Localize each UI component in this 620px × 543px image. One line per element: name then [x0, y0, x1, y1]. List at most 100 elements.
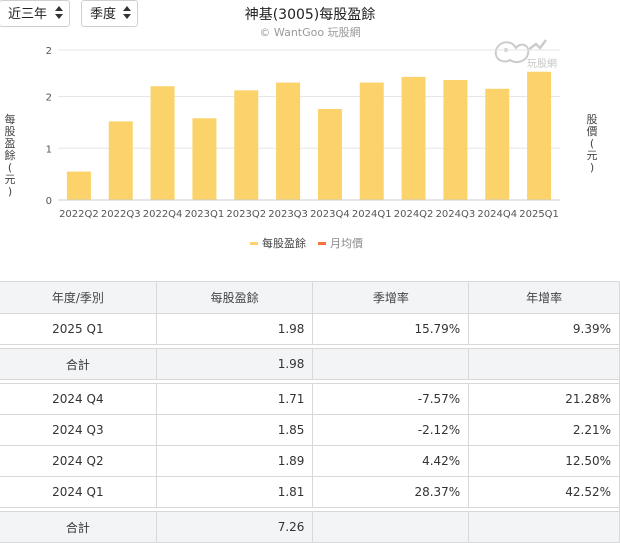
- subtotal-label: 合計: [0, 348, 157, 380]
- eps-cell: 1.85: [155, 414, 314, 446]
- column-header[interactable]: 年度/季別: [0, 281, 157, 314]
- eps-bar: [66, 171, 91, 200]
- empty-cell: [312, 348, 470, 380]
- eps-bar: [276, 82, 301, 200]
- qoq-cell: -7.57%: [312, 383, 470, 415]
- legend-swatch: [250, 241, 258, 245]
- table-row: 2024 Q1 1.81 28.37% 42.52%: [0, 476, 620, 508]
- period-cell: 2024 Q3: [0, 414, 157, 446]
- x-tick-label: 2023Q2: [226, 209, 266, 220]
- x-tick-label: 2023Q3: [268, 209, 308, 220]
- x-tick-label: 2024Q1: [352, 209, 392, 220]
- qoq-cell: -2.12%: [312, 414, 470, 446]
- axis-label-char: 價: [586, 125, 598, 138]
- eps-bar: [234, 90, 259, 200]
- eps-cell: 1.89: [155, 445, 314, 477]
- subtotal-row: 合計 1.98: [0, 348, 620, 380]
- empty-cell: [468, 511, 620, 543]
- sort-caret-icon: [55, 6, 63, 19]
- legend-label: 月均價: [330, 237, 363, 250]
- axis-label-char: (: [589, 137, 595, 150]
- eps-bar: [192, 118, 217, 200]
- eps-bar: [401, 76, 426, 200]
- period-cell: 2024 Q4: [0, 383, 157, 415]
- x-tick-label: 2024Q2: [394, 209, 434, 220]
- frequency-select[interactable]: 季度: [81, 0, 138, 27]
- x-tick-label: 2023Q1: [185, 209, 225, 220]
- chart-subtitle: © WantGoo 玩股網: [259, 26, 361, 39]
- yoy-cell: 9.39%: [468, 313, 620, 345]
- x-tick-label: 2022Q2: [59, 209, 99, 220]
- period-cell: 2025 Q1: [0, 313, 157, 345]
- table-row: 2024 Q4 1.71 -7.57% 21.28%: [0, 383, 620, 415]
- subtotal-eps: 7.26: [155, 511, 314, 543]
- legend-label: 每股盈餘: [262, 237, 306, 250]
- y-tick-label: 1: [46, 144, 52, 155]
- eps-bar: [150, 86, 175, 200]
- subtotal-label: 合計: [0, 511, 157, 543]
- column-header[interactable]: 季增率: [312, 281, 470, 314]
- axis-label-char: ): [7, 185, 13, 198]
- eps-bar: [485, 88, 510, 200]
- chart-legend: 每股盈餘 月均價: [250, 235, 363, 251]
- eps-bar: [527, 71, 552, 200]
- legend-swatch: [318, 241, 326, 245]
- x-tick-label: 2024Q4: [477, 209, 517, 220]
- eps-bar: [317, 108, 342, 200]
- legend-item-eps[interactable]: 每股盈餘: [250, 235, 306, 251]
- qoq-cell: 4.42%: [312, 445, 470, 477]
- x-tick-label: 2023Q4: [310, 209, 350, 220]
- yoy-cell: 12.50%: [468, 445, 620, 477]
- axis-label-char: 股: [586, 113, 598, 126]
- table-row: 2024 Q2 1.89 4.42% 12.50%: [0, 445, 620, 477]
- column-header[interactable]: 每股盈餘: [155, 281, 314, 314]
- subtotal-row: 合計 7.26: [0, 511, 620, 543]
- empty-cell: [468, 348, 620, 380]
- x-tick-label: 2024Q3: [436, 209, 476, 220]
- table-header-row: 年度/季別 每股盈餘 季增率 年增率: [0, 281, 620, 314]
- frequency-select-label: 季度: [90, 7, 117, 22]
- yoy-cell: 42.52%: [468, 476, 620, 508]
- period-select[interactable]: 近三年: [0, 0, 70, 27]
- eps-bar: [108, 121, 133, 200]
- eps-cell: 1.71: [155, 383, 314, 415]
- axis-label-char: 每: [4, 113, 16, 126]
- axis-label-char: (: [7, 161, 13, 174]
- axis-label-char: ): [589, 161, 595, 174]
- table-row: 2025 Q1 1.98 15.79% 9.39%: [0, 313, 620, 345]
- eps-bar: [443, 80, 468, 200]
- empty-cell: [312, 511, 470, 543]
- period-cell: 2024 Q1: [0, 476, 157, 508]
- eps-table: 年度/季別 每股盈餘 季增率 年增率 2025 Q1 1.98 15.79% 9…: [0, 281, 620, 543]
- yoy-cell: 2.21%: [468, 414, 620, 446]
- yoy-cell: 21.28%: [468, 383, 620, 415]
- chart-title: 神基(3005)每股盈餘: [244, 7, 376, 23]
- y-tick-label: 0: [46, 196, 52, 207]
- table-row: 2024 Q3 1.85 -2.12% 2.21%: [0, 414, 620, 446]
- qoq-cell: 15.79%: [312, 313, 470, 345]
- axis-label-char: 股: [4, 125, 16, 138]
- axis-label-char: 盈: [4, 137, 16, 150]
- legend-item-price[interactable]: 月均價: [318, 235, 363, 251]
- subtotal-eps: 1.98: [155, 348, 314, 380]
- eps-bar-chart: 0 1 2 2 2022Q2 2022Q3 2022Q4 2023Q1 2023Q2 2023Q3…: [46, 46, 560, 220]
- y-axis-label-left: 每股盈餘(元): [4, 114, 16, 198]
- period-cell: 2024 Q2: [0, 445, 157, 477]
- qoq-cell: 28.37%: [312, 476, 470, 508]
- eps-cell: 1.81: [155, 476, 314, 508]
- eps-bar: [359, 82, 384, 200]
- y-tick-label: 2: [46, 93, 52, 104]
- column-header[interactable]: 年增率: [468, 281, 620, 314]
- axis-label-char: 餘: [4, 149, 16, 162]
- axis-label-char: 元: [586, 149, 598, 162]
- x-tick-label: 2022Q4: [143, 209, 183, 220]
- x-tick-label: 2025Q1: [519, 209, 559, 220]
- axis-label-char: 元: [4, 173, 16, 186]
- period-select-label: 近三年: [8, 7, 48, 22]
- x-tick-label: 2022Q3: [101, 209, 141, 220]
- y-axis-label-right: 股價(元): [586, 114, 598, 174]
- sort-caret-icon: [123, 6, 131, 19]
- y-tick-label: 2: [46, 46, 52, 57]
- eps-cell: 1.98: [155, 313, 314, 345]
- logo-text: 玩股網: [527, 59, 557, 70]
